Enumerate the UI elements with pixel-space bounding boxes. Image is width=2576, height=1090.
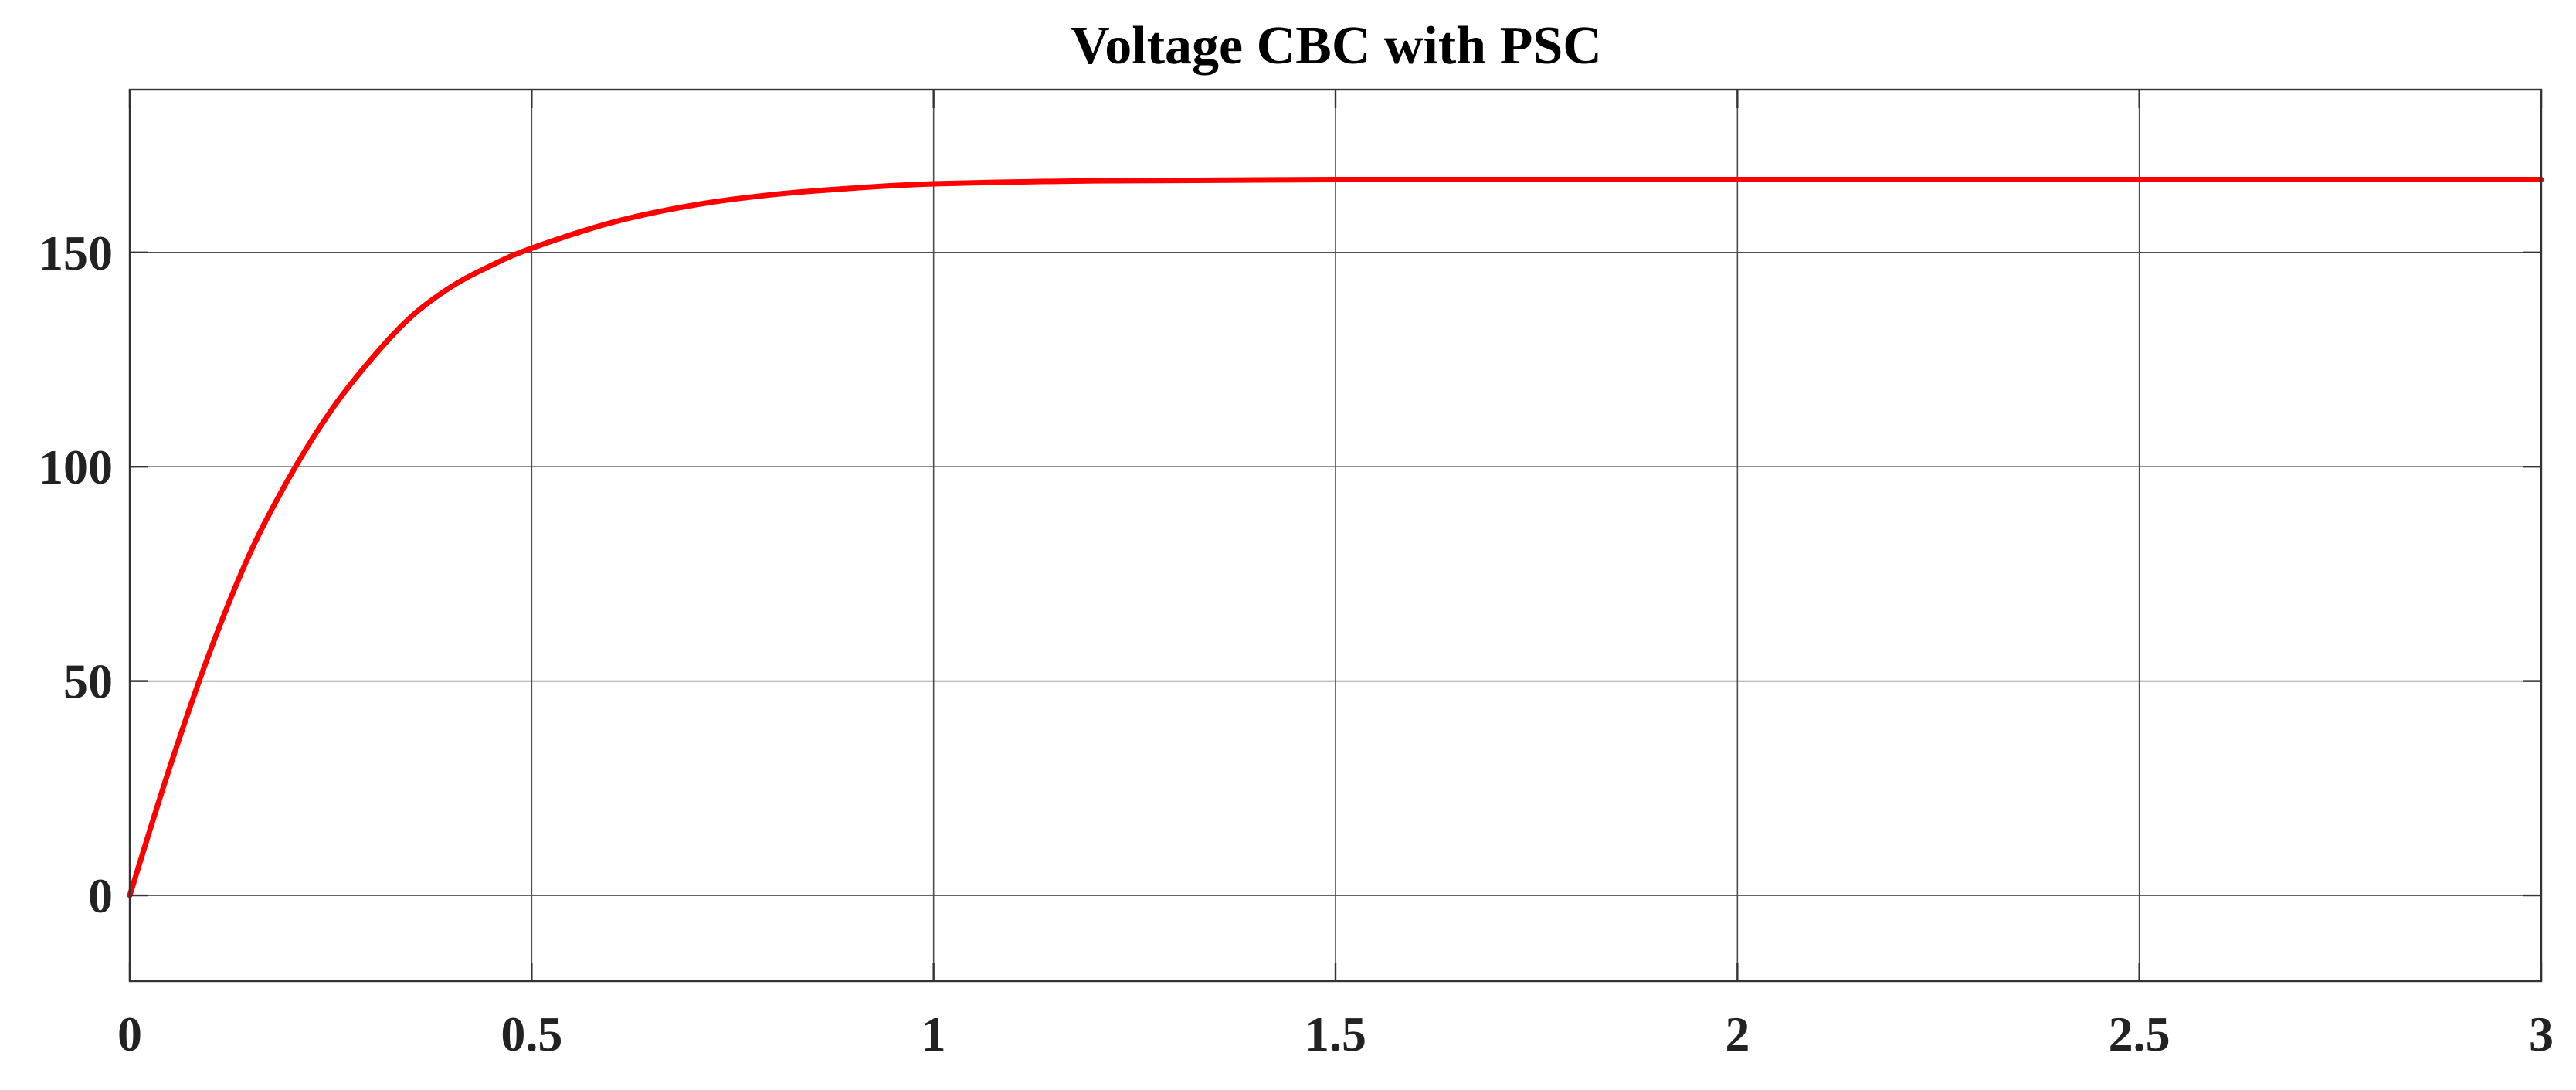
chart-title: Voltage CBC with PSC	[1071, 16, 1602, 76]
x-tick-label: 1.5	[1305, 1007, 1366, 1061]
y-tick-label: 100	[39, 440, 113, 494]
voltage-series-line	[127, 176, 2544, 898]
x-tick-label: 2.5	[2109, 1007, 2170, 1061]
x-tick-label: 1	[921, 1007, 946, 1061]
x-tick-label: 0.5	[501, 1007, 562, 1061]
x-tick-label: 0	[117, 1007, 142, 1061]
y-axis-tick-labels: 0 50 100 150	[39, 226, 113, 923]
plot-area	[127, 176, 2544, 898]
x-tick-label: 2	[1725, 1007, 1750, 1061]
y-tick-label: 150	[39, 226, 113, 280]
grid-lines	[130, 90, 2541, 981]
x-axis-tick-labels: 0 0.5 1 1.5 2 2.5 3	[117, 1007, 2554, 1061]
y-tick-label: 0	[88, 868, 113, 923]
y-tick-label: 50	[63, 654, 113, 709]
x-tick-label: 3	[2529, 1007, 2554, 1061]
axis-ticks	[128, 90, 2543, 981]
